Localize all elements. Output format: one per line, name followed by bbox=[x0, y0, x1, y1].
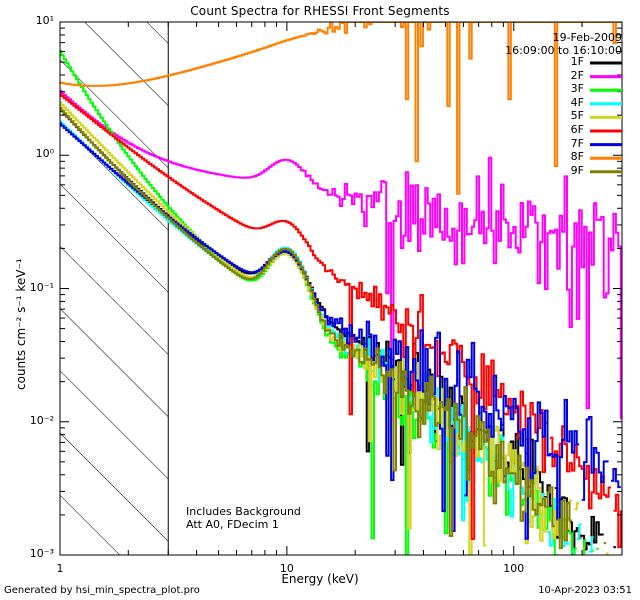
observation-date: 19-Feb-2009 bbox=[552, 31, 622, 44]
spectrum-line-8f bbox=[60, 22, 622, 195]
legend-label-2f: 2F bbox=[570, 68, 584, 82]
y-tick-label: 10¹ bbox=[35, 14, 54, 27]
legend-label-3f: 3F bbox=[570, 82, 584, 96]
legend-label-6f: 6F bbox=[570, 123, 584, 136]
legend-label-5f: 5F bbox=[570, 109, 584, 123]
y-tick-label: 10⁰ bbox=[35, 147, 54, 161]
spectra-series-layer bbox=[60, 22, 622, 555]
footer-timestamp: 10-Apr-2023 03:51 bbox=[538, 585, 632, 596]
spectrum-line-7f bbox=[60, 122, 621, 540]
background-note: Includes Background bbox=[186, 505, 301, 518]
plot-axes bbox=[59, 21, 623, 556]
legend-label-9f: 9F bbox=[570, 163, 584, 177]
spectrum-line-2f bbox=[60, 89, 622, 420]
attenuator-note: Att A0, FDecim 1 bbox=[186, 518, 279, 531]
y-tick-label: 10⁻³ bbox=[29, 547, 54, 560]
observation-time-range: 16:09:00 to 16:10:00 bbox=[505, 44, 622, 57]
legend-label-1f: 1F bbox=[570, 55, 584, 68]
x-tick-label: 1 bbox=[56, 562, 64, 575]
spectrum-line-4f bbox=[60, 120, 594, 553]
x-tick-label: 100 bbox=[503, 562, 525, 575]
legend-label-8f: 8F bbox=[570, 150, 584, 164]
spectrum-line-9f bbox=[60, 106, 607, 550]
x-axis-label: Energy (keV) bbox=[281, 572, 359, 586]
legend-label-7f: 7F bbox=[570, 136, 584, 150]
y-tick-label: 10⁻² bbox=[29, 413, 54, 427]
legend bbox=[590, 61, 622, 174]
y-axis-label: counts cm⁻² s⁻¹ keV⁻¹ bbox=[14, 258, 28, 390]
footer-generated-by: Generated by hsi_min_spectra_plot.pro bbox=[4, 585, 200, 596]
x-tick-label: 10 bbox=[279, 562, 294, 575]
page-title: Count Spectra for RHESSI Front Segments bbox=[190, 4, 450, 18]
y-tick-label: 10⁻¹ bbox=[29, 280, 54, 294]
legend-label-4f: 4F bbox=[570, 95, 584, 109]
excluded-energy-hatch bbox=[60, 22, 169, 555]
